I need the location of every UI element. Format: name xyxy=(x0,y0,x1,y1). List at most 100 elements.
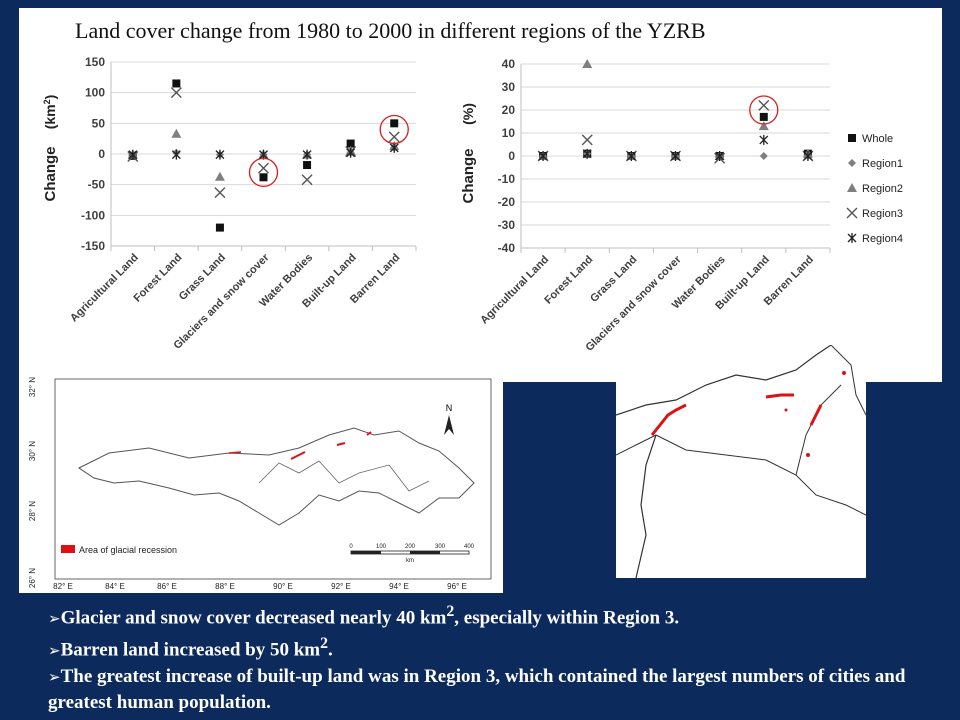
data-point-whole xyxy=(390,119,399,128)
basin-inner-boundary xyxy=(258,460,320,484)
y-tick-label: 30 xyxy=(502,80,516,94)
scale-bar: 0 100 200 300 400 km xyxy=(349,544,474,564)
data-point-region4 xyxy=(759,134,769,145)
marker-x xyxy=(388,131,400,143)
boundary-line xyxy=(615,344,832,416)
marker-square xyxy=(215,223,224,232)
data-point-region3 xyxy=(170,87,182,99)
data-point-region4 xyxy=(803,151,813,161)
lat-label: 28° N xyxy=(28,501,37,521)
y-axis-unit-sup: 2 xyxy=(42,99,52,104)
lat-label: 32° N xyxy=(28,377,37,397)
bullet-item: ➢Glacier and snow cover decreased nearly… xyxy=(48,599,948,631)
data-point-region3 xyxy=(214,187,226,199)
boundary-line xyxy=(615,434,657,456)
marker-triangle xyxy=(582,59,593,68)
marker-star xyxy=(302,149,312,160)
marker-star xyxy=(128,149,138,160)
data-point-region4 xyxy=(215,149,225,160)
marker-x xyxy=(170,87,182,99)
data-point-region4 xyxy=(128,149,138,160)
marker-star xyxy=(171,149,181,160)
bullet-text: The greatest increase of built-up land w… xyxy=(48,665,906,713)
marker-triangle xyxy=(214,171,225,181)
scale-label: 300 xyxy=(435,544,446,550)
marker-x xyxy=(214,187,226,199)
lat-labels: 32° N 30° N 28° N 26° N xyxy=(28,377,37,588)
marker-star xyxy=(759,134,769,145)
marker-square xyxy=(303,161,312,170)
boundary-line xyxy=(830,344,867,416)
lat-label: 26° N xyxy=(28,568,37,588)
y-tick-label: -10 xyxy=(498,172,516,186)
lon-label: 88° E xyxy=(215,582,235,591)
y-tick-label: -20 xyxy=(498,195,516,209)
data-point-region4 xyxy=(847,233,857,243)
glacial-recession-area xyxy=(842,371,846,375)
y-axis-unit-close: ) xyxy=(42,95,58,100)
map-frame xyxy=(54,378,492,580)
marker-x xyxy=(301,174,313,186)
y-tick-label: -30 xyxy=(498,218,516,232)
marker-square xyxy=(390,119,399,128)
marker-star xyxy=(215,149,225,160)
data-point-region3 xyxy=(758,99,770,111)
region-zoom-map-svg xyxy=(615,344,867,579)
lon-label: 82° E xyxy=(53,582,73,591)
marker-star xyxy=(803,151,813,161)
data-point-region4 xyxy=(302,149,312,160)
y-axis-unit: (km2) xyxy=(42,95,58,130)
marker-x xyxy=(846,207,858,219)
y-axis-unit: (%) xyxy=(460,103,476,125)
glacial-recession-area xyxy=(784,408,788,412)
data-point-region4 xyxy=(582,148,592,159)
y-tick-label: -40 xyxy=(498,241,516,255)
chart-panel: Land cover change from 1980 to 2000 in d… xyxy=(19,8,942,382)
bullet-item: ➢Barren land increased by 50 km2. xyxy=(48,631,948,663)
scale-label: 400 xyxy=(464,544,475,550)
scale-label: 200 xyxy=(405,544,416,550)
y-tick-label: 100 xyxy=(85,86,105,100)
marker-square xyxy=(259,173,268,182)
data-point-whole xyxy=(346,139,355,148)
y-tick-label: 0 xyxy=(508,149,515,163)
glacial-recession-area xyxy=(765,393,794,399)
data-point-region2 xyxy=(847,183,857,192)
data-point-region4 xyxy=(171,149,181,160)
glacial-recession-area xyxy=(290,451,306,460)
data-point-whole xyxy=(759,112,768,121)
y-tick-label: -100 xyxy=(81,208,105,222)
y-tick-label: 40 xyxy=(502,57,516,71)
data-point-region3 xyxy=(581,134,593,146)
marker-square xyxy=(759,112,768,121)
marker-diamond xyxy=(759,152,768,160)
data-point-region4 xyxy=(389,142,399,153)
bullet-list: ➢Glacier and snow cover decreased nearly… xyxy=(48,599,948,716)
data-point-region4 xyxy=(346,147,356,158)
marker-square xyxy=(346,139,355,148)
basin-outline xyxy=(78,427,475,526)
data-point-whole xyxy=(848,134,856,142)
glacial-recession-area xyxy=(336,442,346,446)
marker-triangle xyxy=(171,128,182,138)
data-point-region3 xyxy=(846,207,858,219)
legend-label: Area of glacial recession xyxy=(79,545,177,555)
marker-x xyxy=(758,99,770,111)
lon-label: 86° E xyxy=(157,582,177,591)
marker-star xyxy=(626,151,636,161)
marker-star xyxy=(538,151,548,161)
data-point-whole xyxy=(172,79,181,88)
bullet-item: ➢The greatest increase of built-up land … xyxy=(48,664,948,716)
bullet-sup: 2 xyxy=(320,635,329,653)
marker-star xyxy=(671,151,680,161)
data-point-region2 xyxy=(171,128,182,138)
region-zoom-map xyxy=(615,344,867,579)
legend-label: Region3 xyxy=(862,208,903,220)
arrow-bullet-icon: ➢ xyxy=(48,609,61,628)
scale-label: 0 xyxy=(349,544,353,550)
marker-square xyxy=(172,79,181,88)
data-point-whole xyxy=(303,161,312,170)
data-point-region3 xyxy=(388,131,400,143)
